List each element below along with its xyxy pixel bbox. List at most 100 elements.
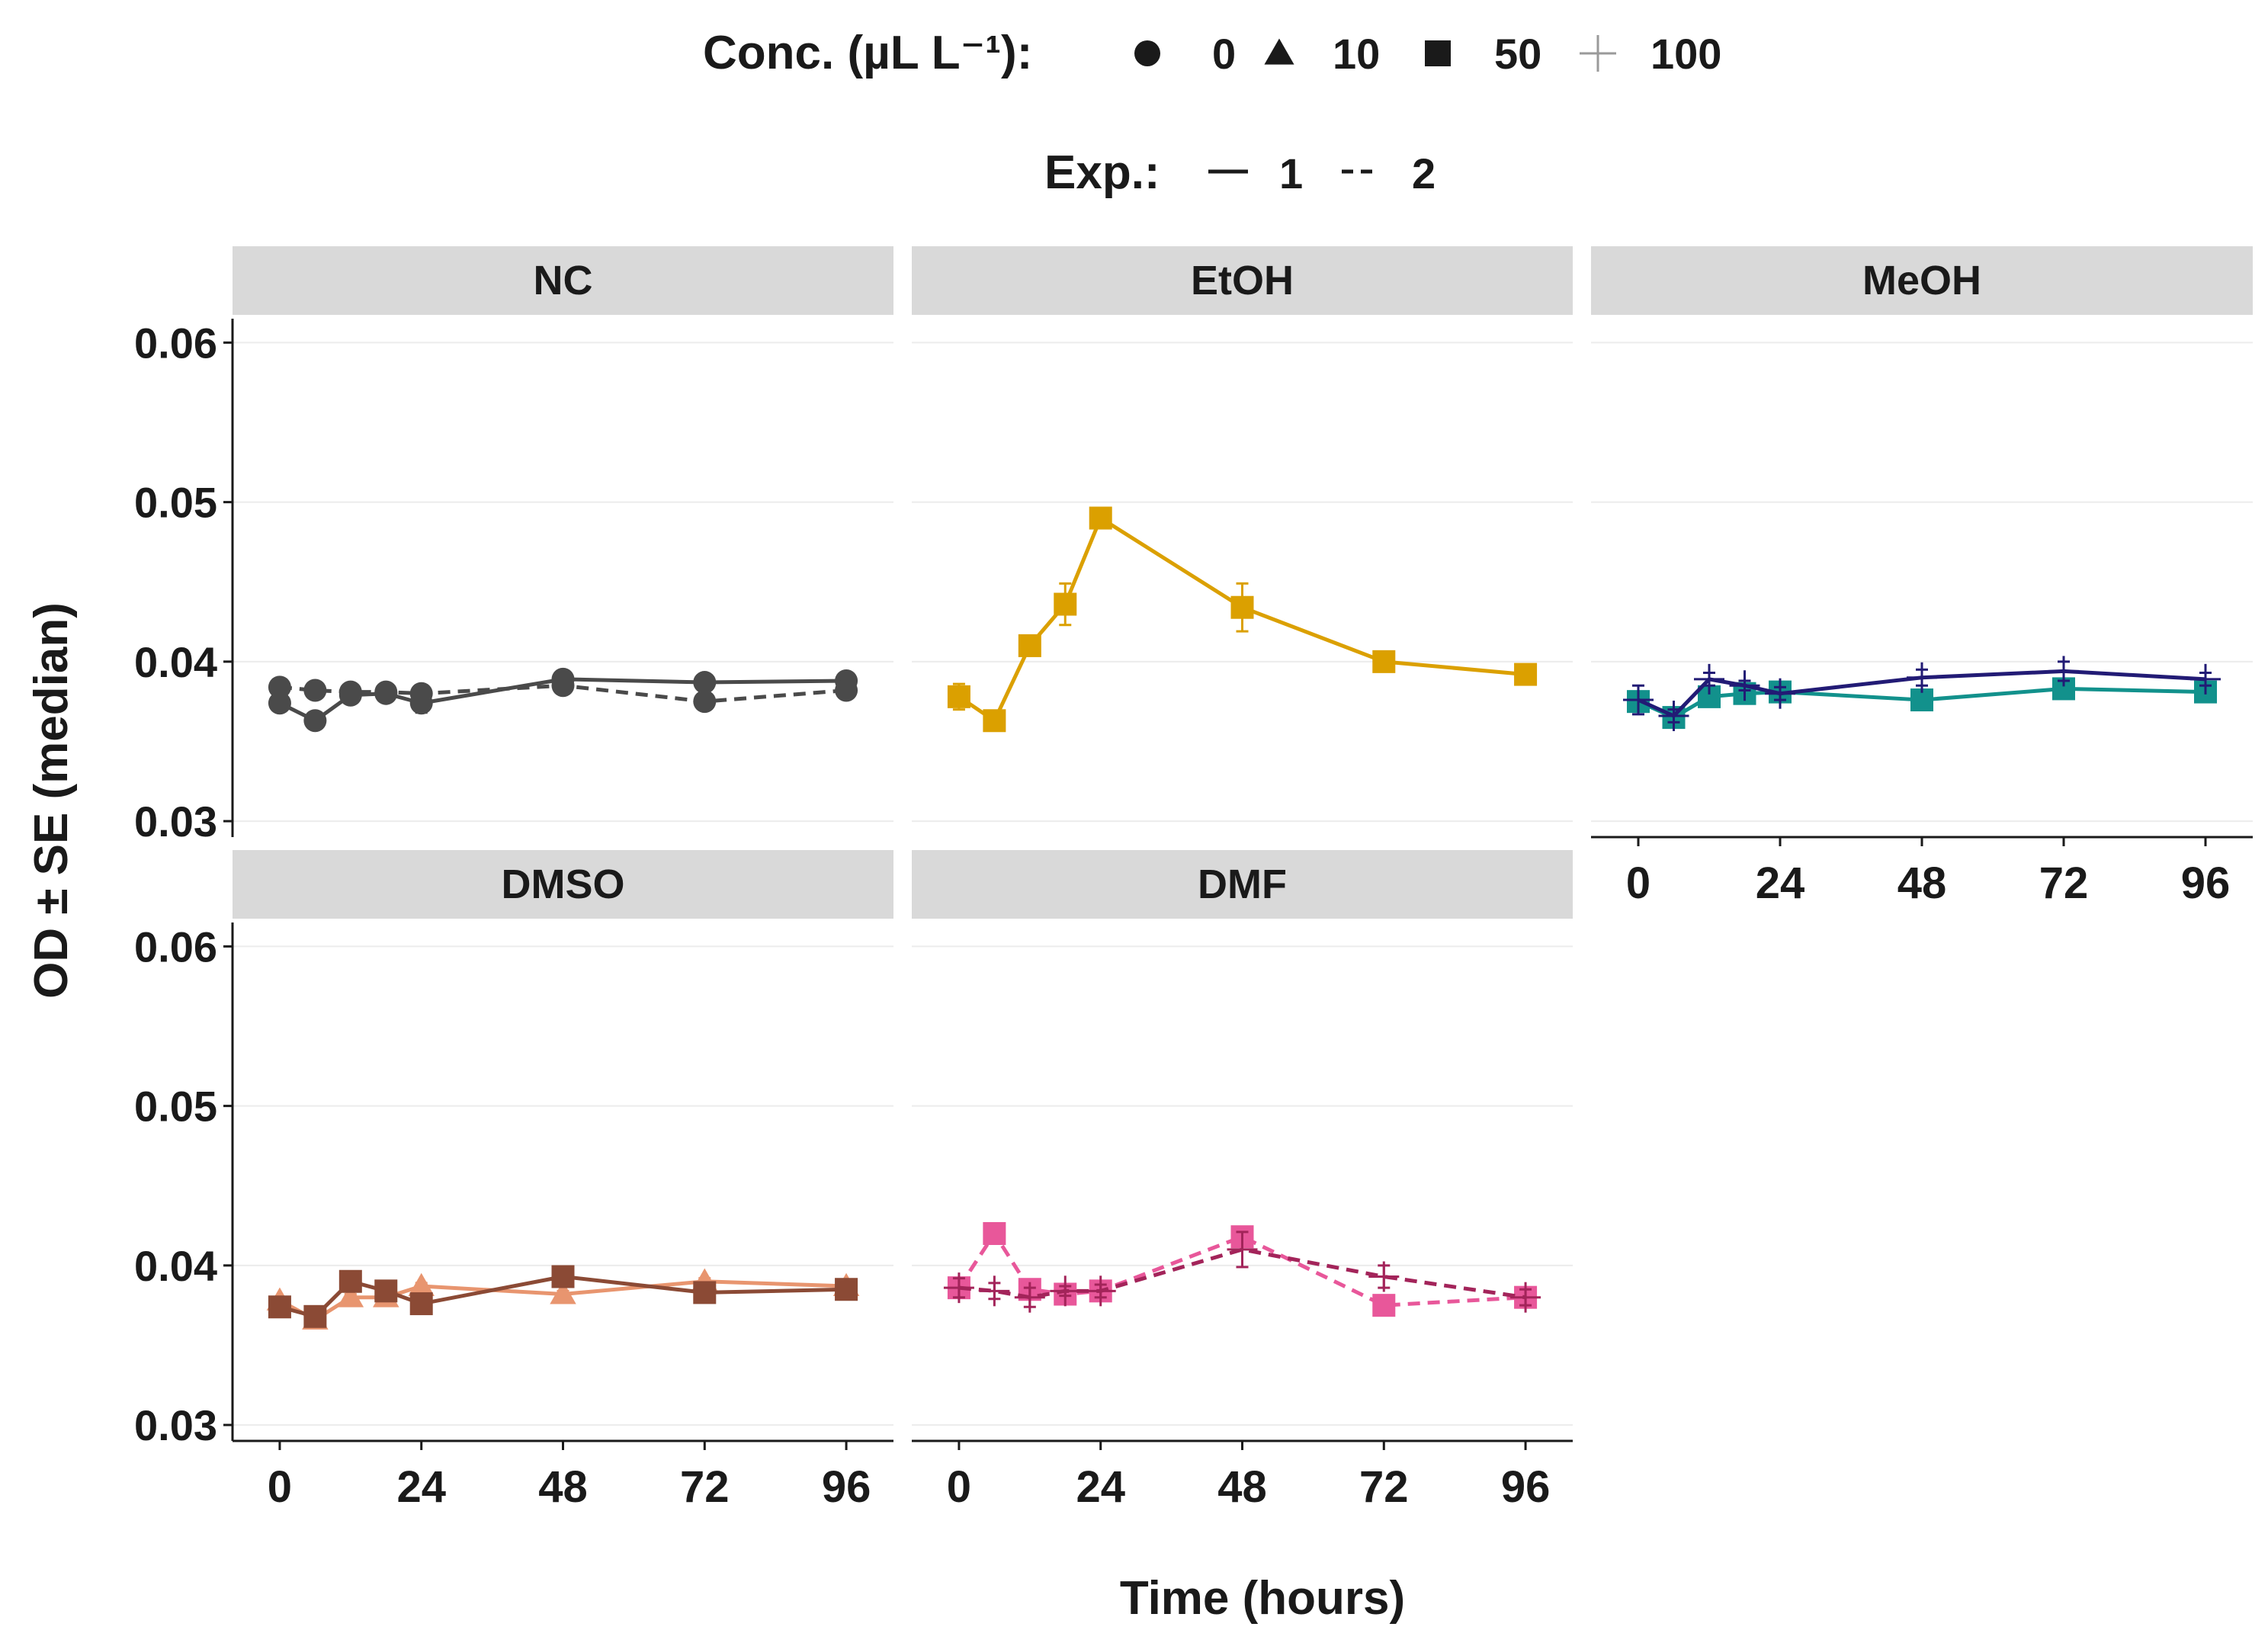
data-point: [408, 1272, 435, 1296]
data-point: [1623, 685, 1654, 716]
data-point: [1368, 1261, 1400, 1292]
x-tick-label: 96: [1501, 1462, 1551, 1512]
y-tick-label: 0.06: [134, 319, 217, 367]
panel-dmso: DMSO 0.03 0.04 0.05 0.06 0 24 48 72 96: [134, 850, 893, 1512]
y-tick-label: 0.03: [134, 797, 217, 845]
x-tick-label: 72: [2039, 858, 2089, 908]
strip-dmso: [233, 850, 893, 919]
legend-conc-key-10: [1264, 38, 1294, 65]
x-tick-label: 24: [1756, 858, 1805, 908]
panels: NC 0.03 0.04 0.05 0.06 EtOH MeOH 0 24 48 72 96 DMSO 0…: [134, 246, 2253, 1512]
series-dmso-50-exp1: [268, 1265, 858, 1328]
data-point: [374, 1279, 398, 1303]
data-point: [1510, 1282, 1541, 1313]
strip-label-meoh: MeOH: [1862, 258, 1981, 303]
series-dmf-100-exp2: [943, 1230, 1541, 1313]
y-tick-label: 0.06: [134, 922, 217, 971]
x-tick-label: 0: [947, 1462, 971, 1512]
data-point: [551, 674, 575, 698]
data-point: [835, 1278, 858, 1301]
data-point: [374, 680, 398, 704]
panel-dmf: DMF 0 24 48 72 96: [912, 850, 1573, 1512]
data-point: [268, 1295, 291, 1319]
data-point: [338, 1269, 362, 1293]
series-nc-0-exp2: [268, 674, 858, 714]
legend-exp-title: Exp.:: [1044, 146, 1160, 199]
x-tick-label: 72: [1359, 1462, 1409, 1512]
data-point: [979, 1275, 1010, 1307]
data-point: [268, 691, 291, 715]
data-point: [303, 1304, 327, 1328]
data-point: [983, 709, 1006, 733]
y-tick-label: 0.05: [134, 1083, 217, 1131]
data-point: [1227, 1234, 1258, 1265]
data-point: [2048, 656, 2079, 687]
series-etoh-50-exp1: [947, 506, 1538, 733]
data-point: [1765, 678, 1795, 709]
data-point: [1372, 650, 1396, 673]
data-point: [303, 679, 327, 702]
data-point: [1514, 663, 1538, 686]
data-point: [1050, 1275, 1081, 1307]
legend-conc-title: Conc. (µL L⁻¹):: [703, 27, 1032, 79]
data-point: [337, 1284, 364, 1307]
data-point: [1014, 1282, 1045, 1313]
data-point: [2190, 663, 2221, 695]
data-point: [1085, 1275, 1116, 1307]
strip-meoh: [1591, 246, 2253, 315]
data-point: [1907, 662, 1937, 693]
legend: Conc. (µL L⁻¹): 0 10 50 100 Exp.: 1 2: [703, 27, 1721, 199]
data-point: [550, 1281, 576, 1304]
strip-label-etoh: EtOH: [1191, 258, 1294, 303]
data-point: [1372, 1294, 1396, 1317]
legend-conc-label-100: 100: [1650, 30, 1721, 78]
data-point: [409, 1292, 433, 1316]
legend-conc-label-10: 10: [1333, 30, 1380, 78]
panel-nc: NC 0.03 0.04 0.05 0.06: [134, 246, 893, 845]
x-tick-label: 48: [1217, 1462, 1267, 1512]
x-tick-label: 48: [1897, 858, 1947, 908]
data-point: [835, 679, 858, 702]
data-point: [943, 1272, 974, 1304]
legend-exp-label-2: 2: [1412, 149, 1436, 197]
panel-etoh: EtOH: [912, 246, 1573, 823]
data-point: [1018, 634, 1041, 657]
data-point: [1230, 595, 1254, 619]
data-point: [1694, 663, 1724, 695]
data-point: [409, 682, 433, 705]
strip-etoh: [912, 246, 1573, 315]
data-point: [1054, 592, 1077, 616]
y-tick-label: 0.05: [134, 479, 217, 527]
data-point: [268, 675, 291, 699]
data-point: [693, 671, 717, 695]
legend-exp-label-1: 1: [1279, 149, 1303, 197]
x-tick-label: 0: [1626, 858, 1650, 908]
data-point: [983, 1222, 1006, 1245]
y-tick-label: 0.04: [134, 638, 217, 686]
data-point: [693, 690, 717, 714]
x-tick-label: 96: [822, 1462, 871, 1512]
legend-conc-key-100: [1580, 35, 1616, 72]
legend-conc-key-50: [1425, 40, 1451, 66]
y-tick-label: 0.03: [134, 1401, 217, 1449]
x-axis-title: Time (hours): [1120, 1572, 1405, 1625]
data-point: [1089, 506, 1112, 530]
x-tick-label: 24: [396, 1462, 446, 1512]
y-axis-title: OD ± SE (median): [25, 602, 78, 999]
strip-nc: [233, 246, 893, 315]
data-point: [303, 709, 327, 733]
x-tick-label: 24: [1076, 1462, 1125, 1512]
strip-label-nc: NC: [534, 258, 593, 303]
x-tick-label: 72: [680, 1462, 730, 1512]
data-point: [1729, 670, 1760, 701]
data-point: [693, 1281, 717, 1304]
data-point: [338, 680, 362, 704]
x-tick-label: 48: [538, 1462, 588, 1512]
strip-dmf: [912, 850, 1573, 919]
series-meoh-100-exp1: [1623, 656, 2221, 731]
series-line: [958, 516, 1526, 723]
strip-label-dmf: DMF: [1198, 862, 1287, 907]
data-point: [1658, 700, 1689, 731]
x-tick-label: 96: [2181, 858, 2231, 908]
